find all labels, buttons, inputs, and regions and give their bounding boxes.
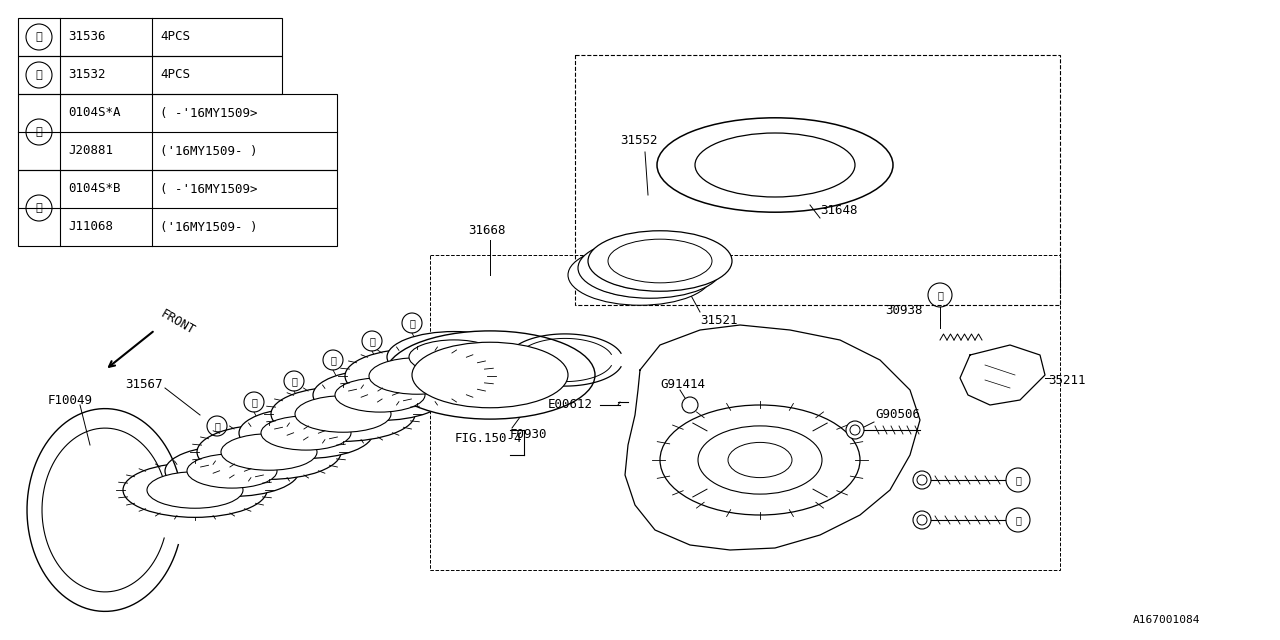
- Ellipse shape: [335, 378, 425, 412]
- Text: E00612: E00612: [548, 399, 593, 412]
- Text: 4PCS: 4PCS: [160, 31, 189, 44]
- Ellipse shape: [682, 397, 698, 413]
- Text: ①: ①: [251, 397, 257, 407]
- Text: ③: ③: [937, 290, 943, 300]
- Text: F10049: F10049: [49, 394, 93, 406]
- Text: G91414: G91414: [660, 378, 705, 392]
- Text: 31648: 31648: [820, 204, 858, 216]
- Text: ('16MY1509- ): ('16MY1509- ): [160, 145, 257, 157]
- Text: 4PCS: 4PCS: [160, 68, 189, 81]
- Ellipse shape: [728, 442, 792, 477]
- Ellipse shape: [197, 425, 340, 479]
- Text: 31567: 31567: [125, 378, 163, 392]
- Ellipse shape: [369, 358, 465, 394]
- Ellipse shape: [657, 118, 893, 212]
- Ellipse shape: [261, 416, 351, 450]
- Ellipse shape: [165, 445, 300, 497]
- Ellipse shape: [387, 332, 521, 383]
- Ellipse shape: [568, 244, 712, 305]
- Ellipse shape: [913, 511, 931, 529]
- Text: FIG.150-4: FIG.150-4: [454, 431, 522, 445]
- Text: 31552: 31552: [620, 134, 658, 147]
- Text: 31521: 31521: [700, 314, 737, 326]
- Text: FRONT: FRONT: [157, 307, 197, 337]
- Text: 30938: 30938: [884, 303, 923, 317]
- Text: ③: ③: [36, 127, 42, 137]
- Text: 31536: 31536: [68, 31, 105, 44]
- Ellipse shape: [608, 239, 712, 283]
- Text: ①: ①: [330, 355, 335, 365]
- Ellipse shape: [221, 434, 317, 470]
- Text: 35211: 35211: [1048, 374, 1085, 387]
- Ellipse shape: [294, 396, 390, 432]
- Text: ④: ④: [1015, 515, 1021, 525]
- Text: J11068: J11068: [68, 221, 113, 234]
- Bar: [18, 18, 282, 56]
- Ellipse shape: [579, 237, 722, 298]
- Ellipse shape: [598, 246, 701, 290]
- Ellipse shape: [913, 471, 931, 489]
- Ellipse shape: [346, 349, 489, 403]
- Text: 0104S*A: 0104S*A: [68, 106, 120, 120]
- Ellipse shape: [123, 463, 268, 517]
- Ellipse shape: [660, 405, 860, 515]
- Text: 0104S*B: 0104S*B: [68, 182, 120, 195]
- Ellipse shape: [916, 475, 927, 485]
- Ellipse shape: [314, 369, 447, 420]
- Ellipse shape: [412, 342, 568, 408]
- Ellipse shape: [850, 425, 860, 435]
- Ellipse shape: [698, 426, 822, 494]
- Ellipse shape: [385, 331, 595, 419]
- Text: ( -'16MY1509>: ( -'16MY1509>: [160, 182, 257, 195]
- Text: F0930: F0930: [509, 429, 548, 442]
- Text: ②: ②: [369, 336, 375, 346]
- Text: ④: ④: [36, 203, 42, 213]
- Ellipse shape: [695, 133, 855, 197]
- Text: 31668: 31668: [468, 223, 506, 237]
- Bar: [18, 170, 337, 246]
- Text: G90506: G90506: [876, 408, 920, 422]
- Text: ('16MY1509- ): ('16MY1509- ): [160, 221, 257, 234]
- Text: ①: ①: [36, 32, 42, 42]
- Text: 31532: 31532: [68, 68, 105, 81]
- Text: ②: ②: [36, 70, 42, 80]
- Bar: [18, 56, 282, 94]
- Ellipse shape: [916, 515, 927, 525]
- Ellipse shape: [147, 472, 243, 508]
- Text: ( -'16MY1509>: ( -'16MY1509>: [160, 106, 257, 120]
- Ellipse shape: [271, 387, 415, 442]
- Ellipse shape: [410, 340, 499, 374]
- Bar: [18, 94, 337, 170]
- Ellipse shape: [846, 421, 864, 439]
- Text: ②: ②: [291, 376, 297, 386]
- Text: ④: ④: [1015, 475, 1021, 485]
- Ellipse shape: [588, 231, 732, 291]
- Text: A167001084: A167001084: [1133, 615, 1201, 625]
- Ellipse shape: [239, 408, 372, 458]
- Ellipse shape: [187, 454, 276, 488]
- Text: J20881: J20881: [68, 145, 113, 157]
- Text: ②: ②: [214, 421, 220, 431]
- Text: ①: ①: [410, 318, 415, 328]
- Ellipse shape: [588, 253, 692, 297]
